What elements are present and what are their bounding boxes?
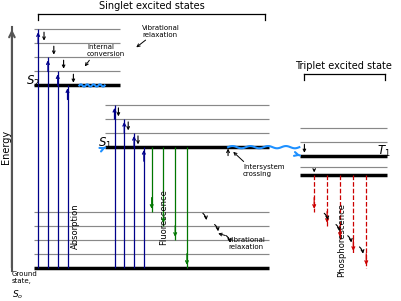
Text: Triplet excited state: Triplet excited state [294, 61, 391, 71]
Text: Vibrational
relaxation: Vibrational relaxation [142, 25, 179, 38]
Text: $S_1$: $S_1$ [97, 135, 111, 150]
Text: $S_o$: $S_o$ [12, 289, 23, 301]
Text: Intersystem
crossing: Intersystem crossing [242, 164, 284, 177]
Text: Energy: Energy [1, 130, 11, 164]
Text: Internal
conversion: Internal conversion [87, 45, 125, 57]
Text: Fluorescence: Fluorescence [158, 189, 168, 245]
Text: Singlet excited states: Singlet excited states [99, 1, 204, 11]
Text: $S_2$: $S_2$ [26, 74, 39, 89]
Text: $T_1$: $T_1$ [376, 144, 390, 159]
Text: Vibrational
relaxation: Vibrational relaxation [227, 237, 265, 250]
Text: Ground
state,: Ground state, [12, 271, 38, 284]
Text: Phosphorescence: Phosphorescence [336, 203, 345, 277]
Text: Absorption: Absorption [71, 203, 80, 249]
